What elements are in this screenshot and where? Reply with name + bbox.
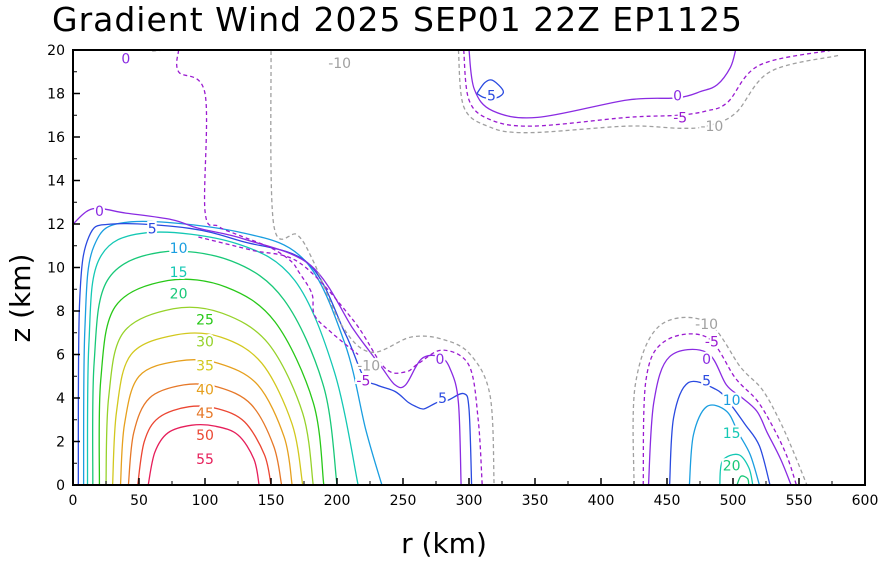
- contour-label: 55: [196, 452, 214, 468]
- contour-line: [632, 316, 808, 486]
- contour-label: 5: [702, 374, 711, 390]
- contour-label: -10: [328, 56, 351, 72]
- contour-label: 0: [121, 52, 130, 68]
- x-axis-ticks: 0 50 100 150 200 250 300 350 400 450 500 550 600: [69, 478, 879, 509]
- contour-line: [127, 383, 283, 486]
- contour-line: [77, 222, 473, 486]
- chart-title: Gradient Wind 2025 SEP01 22Z EP1125: [52, 0, 743, 39]
- y-tick-label: 6: [56, 348, 65, 364]
- contour-label: 40: [196, 382, 214, 398]
- contour-line: [147, 423, 260, 486]
- contour-labels: 051015202530354045505505-5-10-10-5051015…: [93, 50, 743, 477]
- contour-label: 45: [196, 406, 214, 422]
- contour-line: [86, 231, 359, 486]
- y-tick-label: 14: [47, 174, 65, 190]
- y-tick-label: 20: [47, 43, 65, 59]
- contour-label: -5: [356, 374, 370, 390]
- contour-line: [119, 359, 293, 486]
- contour-label: 0: [95, 204, 104, 220]
- contour-line: [642, 333, 798, 486]
- x-tick-label: 550: [786, 493, 813, 509]
- contour-label: 0: [673, 89, 682, 105]
- x-tick-label: 500: [720, 493, 747, 509]
- contour-line: [176, 49, 359, 356]
- contour-label: 30: [196, 334, 214, 350]
- x-tick-label: 350: [522, 493, 549, 509]
- contour-line: [82, 220, 383, 486]
- contour-line: [270, 51, 495, 486]
- contour-label: 10: [170, 241, 188, 257]
- contour-label: 5: [438, 391, 447, 407]
- y-tick-label: 16: [47, 130, 65, 146]
- contour-label: 35: [196, 358, 214, 374]
- contour-label: -10: [700, 119, 723, 135]
- contour-line: [152, 49, 166, 52]
- contour-line: [719, 453, 754, 486]
- x-tick-label: 200: [324, 493, 351, 509]
- x-tick-label: 0: [69, 493, 78, 509]
- contour-label: -5: [705, 334, 719, 350]
- contour-line: [98, 278, 325, 486]
- y-tick-label: 2: [56, 435, 65, 451]
- contour-line: [688, 404, 761, 486]
- contour-label: 25: [196, 313, 214, 329]
- contour-line: [105, 306, 314, 486]
- y-tick-label: 0: [56, 478, 65, 494]
- contour-line: [111, 332, 304, 486]
- x-tick-label: 600: [852, 493, 879, 509]
- y-axis-ticks: 0 2 4 6 8 10 12 14 16 18 20: [47, 43, 80, 494]
- contour-label: 15: [723, 426, 741, 442]
- contour-label: 50: [196, 428, 214, 444]
- x-tick-label: 50: [130, 493, 148, 509]
- contour-line: [736, 475, 750, 486]
- contour-lines: [72, 49, 839, 486]
- y-tick-label: 18: [47, 87, 65, 103]
- contour-label: -10: [357, 358, 380, 374]
- contour-label: -5: [673, 110, 687, 126]
- contour-line: [72, 207, 462, 486]
- contour-line: [468, 49, 737, 119]
- x-axis-label: r (km): [401, 527, 487, 560]
- contour-label: -10: [695, 317, 718, 333]
- x-tick-label: 250: [390, 493, 417, 509]
- y-tick-label: 12: [47, 217, 65, 233]
- contour-label: 20: [723, 458, 741, 474]
- contour-line: [91, 250, 338, 486]
- y-tick-label: 8: [56, 304, 65, 320]
- contour-line: [476, 79, 504, 100]
- x-tick-label: 150: [258, 493, 285, 509]
- y-tick-label: 4: [56, 391, 65, 407]
- contour-line: [668, 380, 771, 486]
- contour-line: [457, 49, 839, 134]
- y-axis-label: z (km): [4, 254, 37, 343]
- x-tick-label: 100: [192, 493, 219, 509]
- contour-line: [647, 348, 792, 486]
- x-tick-label: 400: [588, 493, 615, 509]
- contour-label: 10: [723, 393, 741, 409]
- contour-line: [137, 405, 272, 486]
- y-tick-label: 10: [47, 261, 65, 277]
- contour-label: 20: [170, 287, 188, 303]
- contour-label: 0: [435, 352, 444, 368]
- contour-label: 0: [702, 352, 711, 368]
- x-tick-label: 300: [456, 493, 483, 509]
- contour-line: [198, 236, 483, 486]
- x-tick-label: 450: [654, 493, 681, 509]
- contour-label: 5: [487, 89, 496, 105]
- contour-label: 5: [148, 221, 157, 237]
- contour-label: 15: [170, 265, 188, 281]
- contour-line: [463, 49, 834, 127]
